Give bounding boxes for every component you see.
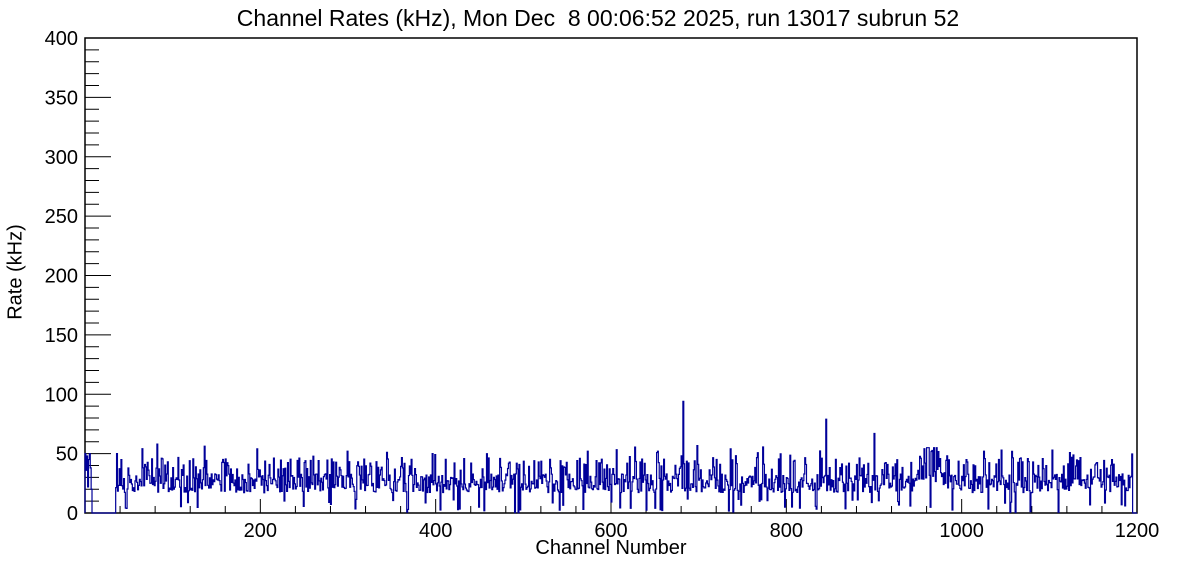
y-axis-ticks [85, 37, 111, 514]
rate-histogram-series [84, 400, 1137, 514]
x-axis-label: Channel Number [535, 537, 687, 559]
tick-labels: 200 400 600 800 1000 1200 0 50 100 150 200 250 300 35… [45, 28, 1160, 542]
y-tick-label: 100 [45, 384, 78, 406]
x-tick-label: 400 [419, 520, 452, 542]
chart-title: Channel Rates (kHz), Mon Dec 8 00:06:52 … [236, 5, 960, 31]
y-tick-label: 150 [45, 325, 78, 347]
y-tick-label: 350 [45, 87, 78, 109]
x-tick-label: 1200 [1115, 520, 1160, 542]
y-tick-label: 400 [45, 28, 78, 50]
x-tick-label: 600 [594, 520, 627, 542]
y-tick-label: 250 [45, 206, 78, 228]
x-tick-label: 800 [770, 520, 803, 542]
y-tick-label: 0 [67, 503, 78, 525]
x-tick-label: 200 [244, 520, 277, 542]
y-tick-label: 300 [45, 147, 78, 169]
y-tick-label: 200 [45, 266, 78, 288]
x-tick-label: 1000 [939, 520, 984, 542]
plot-frame [84, 37, 1138, 514]
y-tick-label: 50 [56, 444, 78, 466]
